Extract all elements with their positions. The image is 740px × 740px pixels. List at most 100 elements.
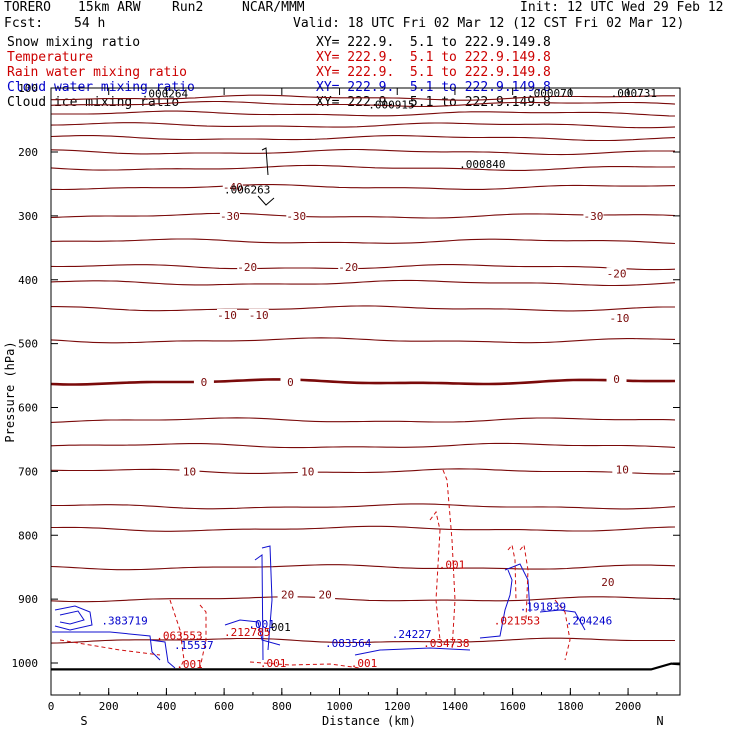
field-xy-temperature: XY= 222.9. 5.1 to 222.9.149.8 bbox=[316, 50, 551, 65]
x-tick-label: 400 bbox=[156, 700, 176, 713]
init-time: Init: 12 UTC Wed 29 Feb 12 bbox=[520, 0, 724, 15]
isotherm-label: -20 bbox=[237, 261, 257, 274]
hydrometeor-contour bbox=[261, 545, 273, 651]
isotherm-line bbox=[51, 110, 676, 117]
plot-header: TORERO 15km ARW Run2 NCAR/MMM Init: 12 U… bbox=[0, 0, 740, 115]
isotherm-label: -10 bbox=[249, 309, 269, 322]
extremum-label: .191839 bbox=[520, 601, 566, 614]
isotherm-line bbox=[50, 417, 676, 423]
hydrometeor-contour bbox=[149, 639, 176, 669]
hydrometeor-contour bbox=[59, 639, 161, 656]
isotherm-label: -30 bbox=[220, 210, 240, 223]
extremum-label: .000840 bbox=[459, 158, 505, 171]
extremum-label: .000264 bbox=[142, 88, 189, 101]
isotherm-line bbox=[51, 503, 676, 510]
extrema-labels: .000264 .000915 .000070 .000731 .000840 .0062… bbox=[101, 87, 657, 671]
isotherm-line bbox=[50, 122, 676, 129]
forecast-label: Fcst: bbox=[4, 16, 44, 31]
isotherm-label: 0 bbox=[613, 373, 620, 386]
hydrometeor-contour bbox=[519, 543, 529, 621]
hydrometeor-contour bbox=[54, 605, 93, 631]
model-org: NCAR/MMM bbox=[242, 0, 305, 15]
x-tick-label: 0 bbox=[48, 700, 55, 713]
isotherm-line bbox=[50, 596, 675, 603]
x-tick-label: 1400 bbox=[442, 700, 469, 713]
isotherm-label: 0 bbox=[201, 376, 208, 389]
isotherm-label-bg bbox=[338, 260, 359, 273]
hydrometeor-contours bbox=[52, 147, 586, 669]
extremum-label: .000731 bbox=[611, 87, 657, 100]
isotherm-label: 10 bbox=[616, 463, 629, 476]
isotherm-label: -30 bbox=[584, 210, 604, 223]
isotherm-line bbox=[50, 442, 676, 449]
isotherm-line bbox=[50, 337, 676, 344]
y-tick-label: 700 bbox=[18, 465, 38, 478]
y-tick-label: 300 bbox=[18, 210, 38, 223]
isotherm-label-bg bbox=[609, 312, 630, 325]
extremum-label: .24227 bbox=[392, 628, 432, 641]
isotherm-line bbox=[50, 637, 675, 644]
isotherm-label-bg bbox=[248, 308, 269, 321]
hydrometeor-contour bbox=[354, 647, 471, 656]
isotherm-label-bg bbox=[583, 209, 604, 222]
isotherm-label: -10 bbox=[217, 309, 237, 322]
isotherm-line bbox=[50, 279, 676, 287]
isotherm-label: -20 bbox=[607, 267, 627, 280]
isotherm-label-bg bbox=[280, 375, 301, 388]
extremum-label: .006263 bbox=[224, 184, 270, 197]
x-tick-label: 800 bbox=[272, 700, 292, 713]
hydrometeor-contour bbox=[52, 631, 161, 661]
x-tick-label: 2000 bbox=[615, 700, 642, 713]
isotherm-label: 0 bbox=[287, 376, 294, 389]
x-tick-label: 1000 bbox=[326, 700, 353, 713]
model-run: Run2 bbox=[172, 0, 204, 15]
field-xy-rain: XY= 222.9. 5.1 to 222.9.149.8 bbox=[316, 65, 551, 80]
extremum-label: .001 bbox=[260, 657, 287, 670]
isotherm-line bbox=[51, 525, 676, 532]
field-xy-snow: XY= 222.9. 5.1 to 222.9.149.8 bbox=[316, 35, 551, 50]
extremum-label: .083564 bbox=[325, 637, 372, 650]
isotherm-label-bg bbox=[297, 465, 318, 478]
isotherm-label-bg bbox=[606, 267, 627, 280]
isotherm-line bbox=[50, 238, 676, 245]
isotherm-label-bg bbox=[606, 372, 627, 385]
isotherm-label: 10 bbox=[301, 465, 314, 478]
extremum-label: .001 bbox=[176, 658, 203, 671]
model-name: TORERO bbox=[4, 0, 51, 15]
end-label-south: S bbox=[80, 714, 87, 728]
field-name-rain: Rain water mixing ratio bbox=[7, 65, 188, 80]
extremum-label: .021553 bbox=[494, 615, 540, 628]
x-tick-label: 1200 bbox=[384, 700, 411, 713]
x-tick-label: 1600 bbox=[499, 700, 526, 713]
field-name-temperature: Temperature bbox=[7, 50, 94, 65]
y-tick-label: 900 bbox=[18, 593, 38, 606]
extremum-label: .000915 bbox=[368, 99, 414, 112]
valid-time: Valid: 18 UTC Fri 02 Mar 12 (12 CST Fri … bbox=[293, 16, 685, 31]
isotherm-label: -30 bbox=[286, 210, 306, 223]
isotherm-label-bg bbox=[277, 588, 298, 601]
x-tick-label: 1800 bbox=[557, 700, 584, 713]
isotherm-label-bg bbox=[217, 308, 238, 321]
hydrometeor-contour bbox=[224, 619, 281, 646]
isotherm-line bbox=[50, 564, 676, 571]
isotherm-label-bg bbox=[179, 465, 200, 478]
hydrometeor-contour bbox=[429, 510, 441, 641]
isotherm-label-bg bbox=[597, 575, 618, 588]
hydrometeor-contour bbox=[442, 469, 456, 651]
extremum-label: .000070 bbox=[527, 87, 573, 100]
hydrometeor-contour bbox=[539, 609, 586, 631]
y-tick-label: 1000 bbox=[12, 657, 39, 670]
isotherm-label: 10 bbox=[183, 465, 196, 478]
extremum-label: .383719 bbox=[101, 615, 147, 628]
plot-frame bbox=[50, 87, 681, 696]
extremum-label: .063553 bbox=[156, 629, 202, 642]
hydrometeor-contour bbox=[261, 147, 269, 176]
isotherm-label-bg bbox=[193, 375, 214, 388]
hydrometeor-contour bbox=[199, 604, 207, 669]
isotherm-labels: -40 -30 -30 -30 -20 -20 -20 -10 -10 -10 0 0 0 10 10 10 2… bbox=[179, 181, 633, 602]
isotherm-line bbox=[50, 100, 676, 108]
y-tick-label: 600 bbox=[18, 402, 38, 415]
isotherm-label: 20 bbox=[318, 589, 331, 602]
isotherm-label-bg bbox=[222, 181, 243, 194]
